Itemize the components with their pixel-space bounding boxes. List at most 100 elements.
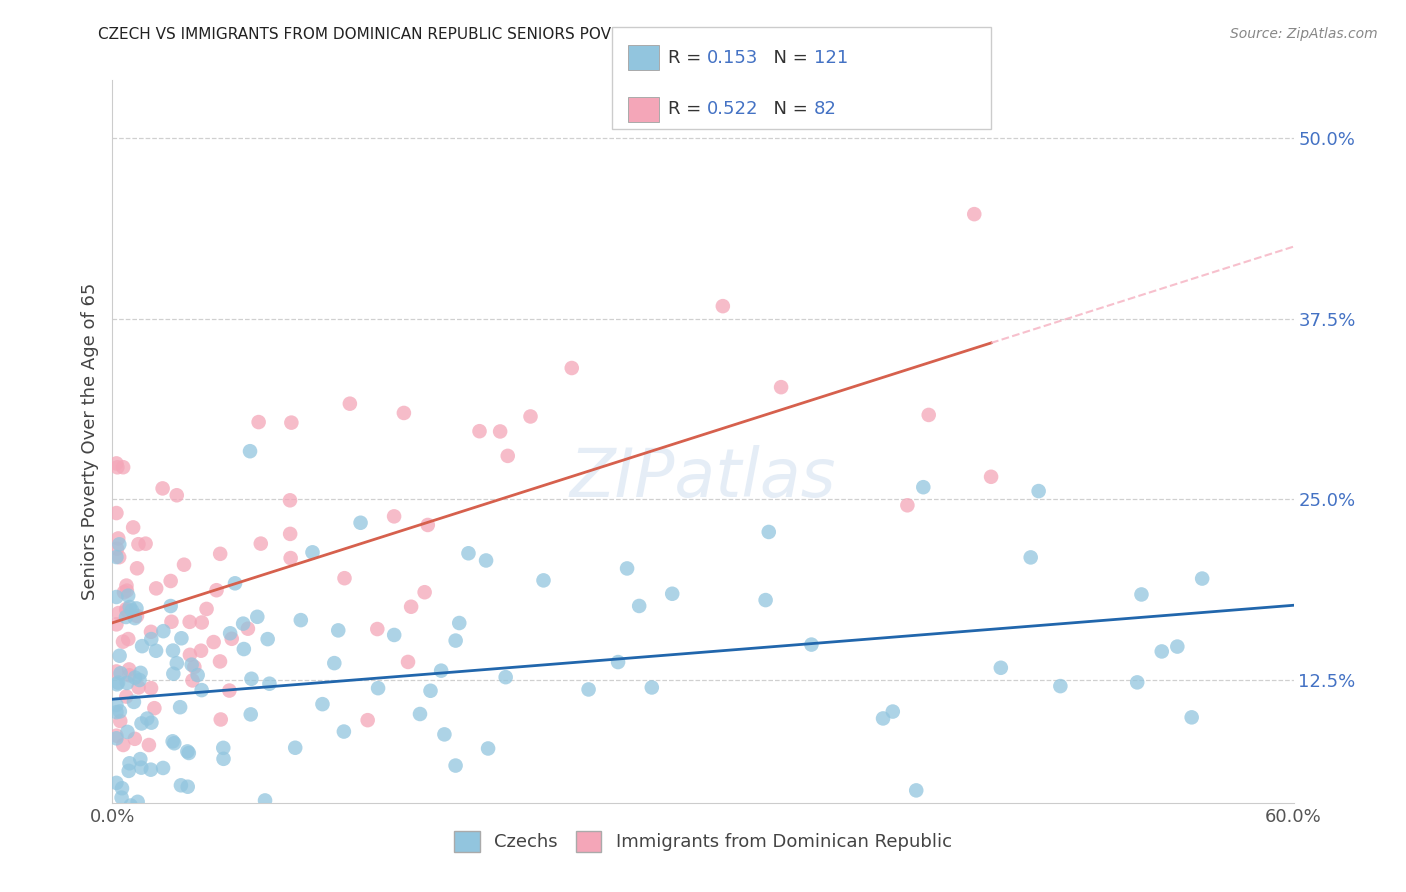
Point	[136, 712, 159, 726]
Point	[333, 724, 356, 739]
Point	[107, 532, 129, 546]
Point	[475, 553, 498, 567]
Point	[367, 681, 389, 695]
Point	[224, 576, 246, 591]
Point	[117, 725, 139, 739]
Point	[711, 299, 734, 313]
Point	[912, 480, 935, 494]
Point	[413, 585, 436, 599]
Point	[177, 780, 200, 794]
Point	[111, 634, 134, 648]
Point	[628, 599, 651, 613]
Point	[477, 741, 499, 756]
Point	[190, 683, 212, 698]
Point	[247, 415, 270, 429]
Text: 121: 121	[814, 49, 848, 67]
Point	[254, 793, 277, 807]
Point	[1191, 572, 1213, 586]
Point	[489, 425, 512, 439]
Point	[758, 524, 780, 539]
Point	[1028, 484, 1050, 499]
Point	[256, 632, 278, 646]
Point	[121, 603, 143, 617]
Point	[561, 361, 583, 376]
Point	[177, 746, 200, 760]
Point	[1126, 675, 1149, 690]
Point	[108, 550, 131, 565]
Point	[124, 611, 146, 625]
Point	[280, 551, 302, 566]
Point	[607, 655, 630, 669]
Point	[333, 571, 356, 585]
Point	[124, 671, 146, 685]
Point	[180, 657, 202, 672]
Point	[519, 409, 541, 424]
Point	[468, 424, 491, 438]
Point	[118, 668, 141, 682]
Point	[141, 632, 163, 646]
Point	[152, 482, 174, 496]
Point	[107, 675, 129, 690]
Point	[105, 590, 128, 604]
Point	[108, 705, 131, 719]
Point	[246, 609, 269, 624]
Point	[357, 713, 380, 727]
Point	[963, 207, 986, 221]
Point	[430, 664, 453, 678]
Point	[139, 681, 162, 695]
Point	[115, 578, 138, 592]
Point	[249, 536, 271, 550]
Point	[162, 734, 184, 748]
Point	[444, 758, 467, 772]
Point	[495, 670, 517, 684]
Point	[661, 587, 683, 601]
Point	[419, 683, 441, 698]
Point	[105, 705, 128, 719]
Y-axis label: Seniors Poverty Over the Age of 65: Seniors Poverty Over the Age of 65	[80, 283, 98, 600]
Point	[366, 622, 388, 636]
Point	[209, 547, 232, 561]
Point	[120, 798, 142, 813]
Point	[139, 763, 162, 777]
Point	[444, 633, 467, 648]
Point	[105, 460, 128, 475]
Point	[396, 655, 419, 669]
Point	[905, 783, 928, 797]
Point	[918, 408, 941, 422]
Point	[118, 599, 141, 614]
Point	[127, 537, 149, 551]
Point	[382, 628, 405, 642]
Point	[328, 624, 350, 638]
Point	[1181, 710, 1204, 724]
Point	[800, 638, 823, 652]
Point	[112, 585, 135, 599]
Point	[496, 449, 519, 463]
Point	[145, 822, 167, 836]
Point	[128, 673, 150, 687]
Point	[166, 657, 188, 671]
Point	[461, 806, 484, 821]
Text: CZECH VS IMMIGRANTS FROM DOMINICAN REPUBLIC SENIORS POVERTY OVER THE AGE OF 65 C: CZECH VS IMMIGRANTS FROM DOMINICAN REPUB…	[98, 27, 988, 42]
Point	[433, 727, 456, 741]
Point	[311, 697, 333, 711]
Point	[323, 656, 346, 670]
Point	[409, 706, 432, 721]
Text: 82: 82	[814, 100, 837, 118]
Point	[457, 546, 479, 560]
Point	[301, 545, 323, 559]
Point	[239, 707, 262, 722]
Point	[115, 602, 138, 616]
Point	[1019, 550, 1042, 565]
Point	[117, 589, 139, 603]
Point	[399, 599, 422, 614]
Point	[173, 558, 195, 572]
Point	[218, 683, 240, 698]
Point	[290, 613, 312, 627]
Text: Source: ZipAtlas.com: Source: ZipAtlas.com	[1230, 27, 1378, 41]
Point	[135, 536, 157, 550]
Point	[112, 460, 135, 475]
Point	[111, 781, 134, 796]
Text: ZIPatlas: ZIPatlas	[569, 445, 837, 510]
Point	[641, 681, 664, 695]
Point	[105, 617, 128, 632]
